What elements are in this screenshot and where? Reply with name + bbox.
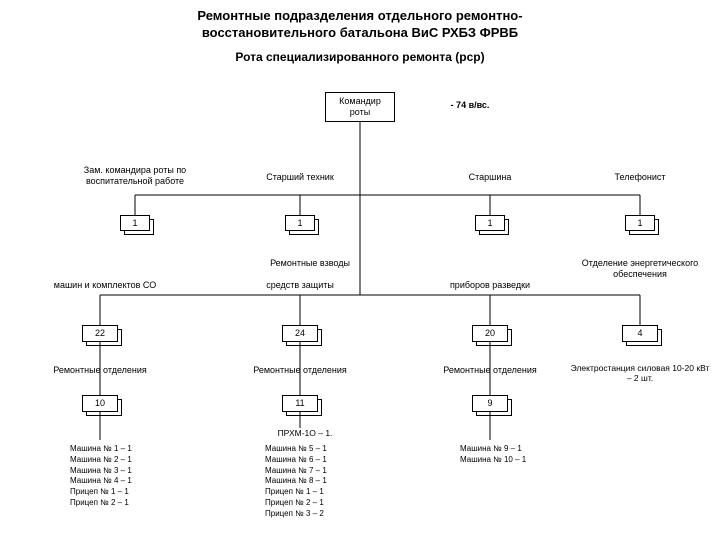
list2-1: Машина № 6 – 1 bbox=[265, 455, 327, 466]
one-box-2: 1 bbox=[285, 215, 315, 231]
list2-5: Прицеп № 2 – 1 bbox=[265, 498, 327, 509]
list-3: Машина № 9 – 1 Машина № 10 – 1 bbox=[460, 444, 526, 466]
list1-0: Машина № 1 – 1 bbox=[70, 444, 132, 455]
starshina-label: Старшина bbox=[450, 172, 530, 183]
energy-dept: Отделение энергетического обеспечения bbox=[580, 258, 700, 280]
zam-label: Зам. командира роты по воспитательной ра… bbox=[60, 165, 210, 187]
platoons-header: Ремонтные взводы bbox=[250, 258, 370, 269]
subtitle: Рота специализированного ремонта (рср) bbox=[0, 44, 720, 68]
list2-4: Прицеп № 1 – 1 bbox=[265, 487, 327, 498]
list1-2: Машина № 3 – 1 bbox=[70, 466, 132, 477]
size-box-1: 22 bbox=[82, 325, 118, 342]
phone-label: Телефонист bbox=[600, 172, 680, 183]
strength-label: - 74 в/вс. bbox=[430, 100, 510, 111]
count-box-3: 9 bbox=[472, 395, 508, 412]
sections-2: Ремонтные отделения bbox=[240, 365, 360, 376]
platoon3: приборов разведки bbox=[430, 280, 550, 291]
list3-0: Машина № 9 – 1 bbox=[460, 444, 526, 455]
list2-2: Машина № 7 – 1 bbox=[265, 466, 327, 477]
list3-1: Машина № 10 – 1 bbox=[460, 455, 526, 466]
list1-5: Прицеп № 2 – 1 bbox=[70, 498, 132, 509]
size-box-4: 4 bbox=[622, 325, 658, 342]
list1-1: Машина № 2 – 1 bbox=[70, 455, 132, 466]
prhm-label: ПРХМ-1О – 1. bbox=[260, 428, 350, 438]
list2-0: Машина № 5 – 1 bbox=[265, 444, 327, 455]
count-box-2: 11 bbox=[282, 395, 318, 412]
size-box-3: 20 bbox=[472, 325, 508, 342]
power-note: Электростанция силовая 10-20 кВт – 2 шт. bbox=[570, 363, 710, 383]
one-box-3: 1 bbox=[475, 215, 505, 231]
size-box-2: 24 bbox=[282, 325, 318, 342]
page-title: Ремонтные подразделения отдельного ремон… bbox=[0, 0, 720, 44]
list-1: Машина № 1 – 1 Машина № 2 – 1 Машина № 3… bbox=[70, 444, 132, 509]
commander-box: Командир роты bbox=[325, 92, 395, 122]
sections-1: Ремонтные отделения bbox=[40, 365, 160, 376]
count-box-1: 10 bbox=[82, 395, 118, 412]
platoon1: машин и комплектов СО bbox=[35, 280, 175, 291]
commander-label: Командир роты bbox=[329, 96, 391, 118]
one-box-4: 1 bbox=[625, 215, 655, 231]
platoon2: средств защиты bbox=[250, 280, 350, 291]
tech-label: Старший техник bbox=[250, 172, 350, 183]
list1-4: Прицеп № 1 – 1 bbox=[70, 487, 132, 498]
list2-6: Прицеп № 3 – 2 bbox=[265, 509, 327, 520]
title-line2: восстановительного батальона ВиС РХБЗ ФР… bbox=[202, 25, 518, 40]
list-2: Машина № 5 – 1 Машина № 6 – 1 Машина № 7… bbox=[265, 444, 327, 520]
list2-3: Машина № 8 – 1 bbox=[265, 476, 327, 487]
sections-3: Ремонтные отделения bbox=[430, 365, 550, 376]
title-line1: Ремонтные подразделения отдельного ремон… bbox=[197, 8, 522, 23]
list1-3: Машина № 4 – 1 bbox=[70, 476, 132, 487]
one-box-1: 1 bbox=[120, 215, 150, 231]
